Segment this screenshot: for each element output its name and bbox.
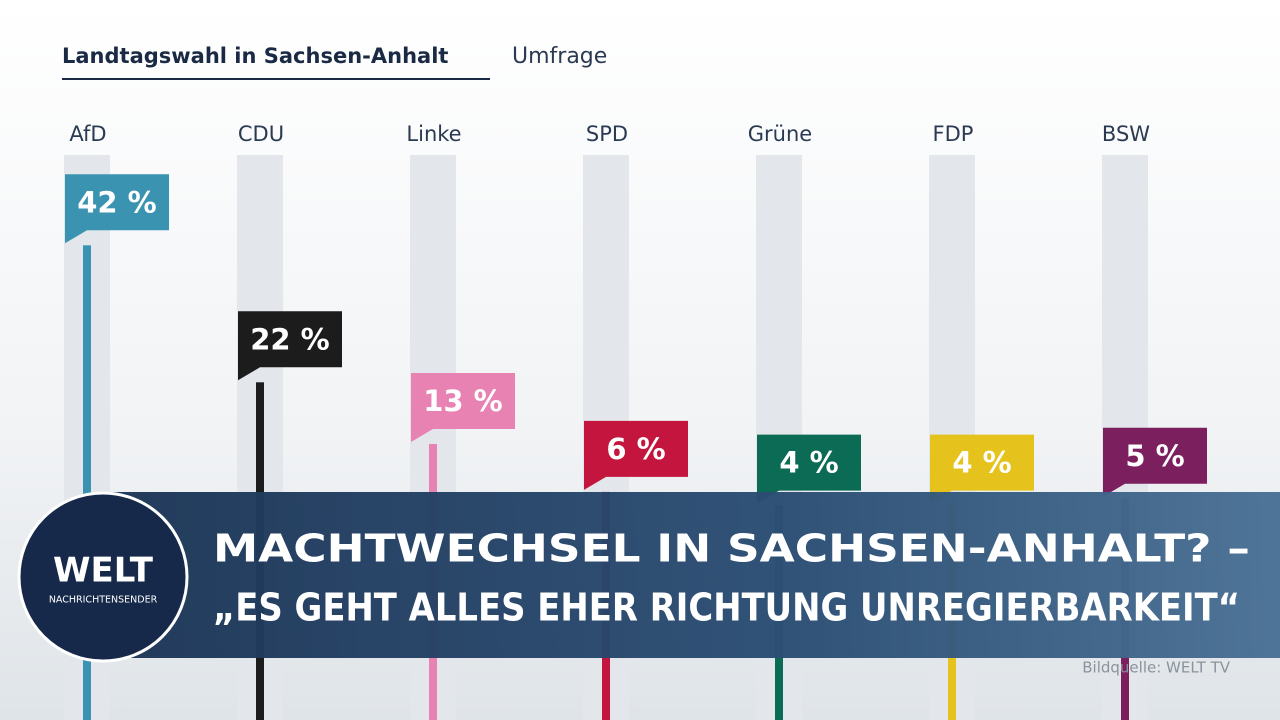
value-tag: [584, 420, 688, 490]
chart-title: Landtagswahl in Sachsen-Anhalt: [62, 44, 448, 68]
bar: [83, 245, 91, 720]
chart-subtitle: Umfrage: [512, 44, 607, 69]
category-label: SPD: [586, 122, 628, 146]
value-label: 4 %: [779, 446, 838, 480]
value-tag: [1103, 427, 1207, 497]
category-label: CDU: [238, 122, 284, 146]
category-label: AfD: [69, 122, 106, 146]
value-tag: [930, 434, 1034, 504]
value-tag: [65, 174, 169, 244]
value-label: 22 %: [250, 322, 330, 356]
category-label: Linke: [406, 122, 461, 146]
value-tag: [757, 434, 861, 504]
logo-circle: [17, 491, 189, 663]
category-label: BSW: [1102, 122, 1150, 146]
value-tag: [238, 311, 342, 381]
value-label: 4 %: [952, 446, 1011, 480]
headline: „ES GEHT ALLES EHER RICHTUNG UNREGIERBAR…: [213, 586, 1240, 630]
value-tag: [411, 372, 515, 442]
category-label: Grüne: [748, 122, 812, 146]
banner: [100, 492, 1280, 658]
value-label: 13 %: [423, 384, 503, 418]
value-label: 6 %: [606, 432, 665, 466]
headline: MACHTWECHSEL IN SACHSEN-ANHALT? –: [213, 527, 1250, 571]
value-label: 5 %: [1125, 439, 1184, 473]
value-label: 42 %: [77, 185, 157, 219]
category-label: FDP: [933, 122, 974, 146]
logo: WELT: [53, 551, 154, 591]
logo-sub: NACHRICHTENSENDER: [49, 595, 158, 606]
credit: Bildquelle: WELT TV: [1082, 659, 1230, 677]
